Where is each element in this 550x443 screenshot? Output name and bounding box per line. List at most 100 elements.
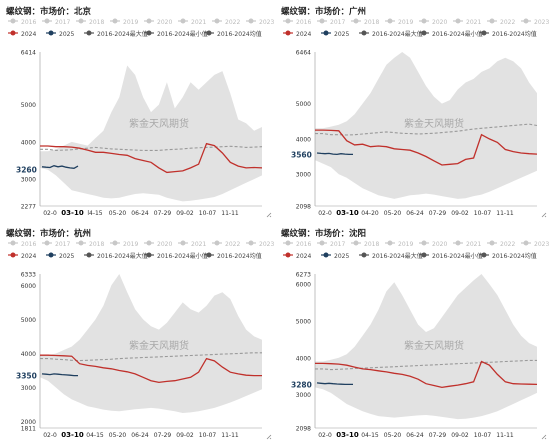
legend-series-marker bbox=[48, 252, 54, 258]
x-tick-label: 10-07 bbox=[474, 432, 492, 439]
legend-year-marker bbox=[44, 240, 50, 246]
legend-year-marker bbox=[489, 18, 495, 24]
legend-series-marker bbox=[361, 30, 367, 36]
x-tick-label: 05-20 bbox=[109, 432, 127, 439]
y-tick-label: 2277 bbox=[21, 204, 36, 211]
legend-series-label: 2016-2024最小值 bbox=[432, 30, 483, 38]
watermark: 紫金天风期货 bbox=[404, 117, 464, 130]
legend-year-label: 2020 bbox=[157, 19, 172, 26]
legend-year-marker bbox=[78, 240, 84, 246]
y-tick-label: 2098 bbox=[296, 204, 311, 211]
legend-series-marker bbox=[146, 30, 152, 36]
x-tick-label: 10-07 bbox=[474, 210, 492, 217]
x-tick-label: 07-29 bbox=[429, 210, 447, 217]
chart-title: 螺纹钢：市场价：广州 bbox=[281, 6, 366, 17]
y-tick-label: 6000 bbox=[21, 283, 36, 290]
x-tick-label: 11-11 bbox=[221, 210, 239, 217]
legend-series-label: 2016-2024最大值 bbox=[372, 30, 423, 38]
x-tick-label: 10-07 bbox=[199, 432, 217, 439]
last-value-label: 3280 bbox=[291, 380, 312, 389]
legend-series-label: 2025 bbox=[334, 253, 349, 260]
x-tick-label: 05-20 bbox=[109, 210, 127, 217]
legend-year-marker bbox=[421, 240, 427, 246]
legend-year-label: 2020 bbox=[432, 241, 447, 248]
legend-year-label: 2021 bbox=[191, 19, 206, 26]
y-tick-label: 2000 bbox=[21, 419, 36, 426]
x-tick-label: 09-02 bbox=[451, 210, 469, 217]
legend-series-label: 2016-2024最大值 bbox=[97, 30, 148, 38]
x-tick-label: 04-20 bbox=[361, 210, 379, 217]
legend-year-marker bbox=[387, 240, 393, 246]
series-2025-line bbox=[41, 373, 78, 377]
x-tick-label: 03-10 bbox=[336, 209, 359, 217]
legend-year-marker bbox=[319, 18, 325, 24]
legend-series-marker bbox=[10, 30, 16, 36]
legend-series-marker bbox=[481, 252, 487, 258]
legend-year-label: 2020 bbox=[432, 19, 447, 26]
y-tick-label: 4000 bbox=[21, 351, 36, 358]
legend-year-marker bbox=[112, 240, 118, 246]
legend-year-marker bbox=[248, 18, 254, 24]
minmax-band bbox=[315, 274, 537, 420]
y-tick-label: 6000 bbox=[296, 282, 311, 289]
legend-year-marker bbox=[180, 240, 186, 246]
watermark: 紫金天风期货 bbox=[129, 117, 189, 130]
y-tick-label: 3000 bbox=[21, 177, 36, 184]
legend-series-label: 2016-2024均值 bbox=[217, 252, 262, 260]
x-tick-label: 09-02 bbox=[176, 210, 194, 217]
last-value-label: 3260 bbox=[16, 165, 37, 174]
chart-title: 螺纹钢：市场价：杭州 bbox=[6, 228, 91, 239]
series-2024-line bbox=[315, 360, 538, 389]
legend-series-label: 2016-2024最小值 bbox=[432, 252, 483, 260]
legend-series-marker bbox=[285, 252, 291, 258]
legend-series-label: 2025 bbox=[59, 31, 74, 38]
legend-year-marker bbox=[285, 18, 291, 24]
legend-series-marker bbox=[86, 30, 92, 36]
legend-year-marker bbox=[146, 18, 152, 24]
legend-series-marker bbox=[146, 252, 152, 258]
mean-line bbox=[315, 123, 538, 136]
legend-year-label: 2023 bbox=[534, 241, 549, 248]
x-tick-label: 06-24 bbox=[131, 210, 149, 217]
legend-series-marker bbox=[323, 30, 329, 36]
x-tick-label: 04-15 bbox=[86, 432, 104, 439]
x-tick-label: 07-29 bbox=[154, 432, 172, 439]
legend-year-label: 2019 bbox=[123, 241, 138, 248]
legend-year-marker bbox=[214, 18, 220, 24]
legend-series-label: 2016-2024均值 bbox=[492, 30, 537, 38]
legend-series-marker bbox=[421, 252, 427, 258]
legend-year-label: 2016 bbox=[21, 241, 36, 248]
legend-year-label: 2019 bbox=[398, 19, 413, 26]
y-tick-label: 6414 bbox=[21, 50, 36, 57]
legend-series-marker bbox=[206, 30, 212, 36]
legend-year-label: 2018 bbox=[89, 241, 104, 248]
legend-series-label: 2016-2024均值 bbox=[217, 30, 262, 38]
x-tick-label: 07-29 bbox=[429, 432, 447, 439]
legend-series-label: 2024 bbox=[296, 253, 311, 260]
legend-year-label: 2017 bbox=[330, 241, 345, 248]
legend-year-label: 2022 bbox=[500, 19, 515, 26]
series-2024-line bbox=[315, 129, 538, 166]
legend-year-marker bbox=[421, 18, 427, 24]
legend-year-marker bbox=[10, 240, 16, 246]
legend-year-marker bbox=[523, 18, 529, 24]
y-tick-label: 2098 bbox=[296, 426, 311, 433]
chart-panel-guangzhou: 螺纹钢：市场价：广州 2016 2017 2018 2019 2020 2021 2022 20… bbox=[275, 0, 550, 221]
y-tick-label: 3000 bbox=[296, 172, 311, 179]
y-tick-label: 5000 bbox=[296, 101, 311, 108]
x-tick-label: 04-15 bbox=[361, 432, 379, 439]
x-tick-label: 06-24 bbox=[406, 210, 424, 217]
y-tick-label: 5000 bbox=[21, 317, 36, 324]
resize-handle-icon bbox=[266, 434, 272, 440]
legend-year-label: 2022 bbox=[225, 241, 240, 248]
series-2025-line bbox=[316, 152, 353, 156]
legend-year-label: 2017 bbox=[55, 241, 70, 248]
minmax-band bbox=[315, 52, 537, 199]
resize-handle-icon bbox=[541, 212, 547, 218]
minmax-band bbox=[40, 65, 262, 202]
legend-series-marker bbox=[421, 30, 427, 36]
x-tick-label: 02-0 bbox=[318, 432, 332, 439]
legend-year-label: 2023 bbox=[259, 241, 274, 248]
legend-year-marker bbox=[285, 240, 291, 246]
y-tick-label: 6273 bbox=[296, 272, 311, 279]
